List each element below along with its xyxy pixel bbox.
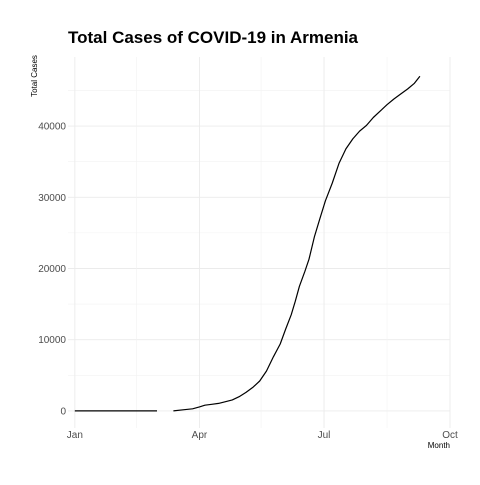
y-tick-label: 40000 — [38, 122, 66, 133]
y-tick-label: 0 — [60, 406, 66, 417]
y-tick-label: 20000 — [38, 264, 66, 275]
x-tick-label: Apr — [192, 430, 208, 441]
grid — [68, 57, 451, 428]
y-tick-label: 30000 — [38, 193, 66, 204]
tick-labels: 0 10000 20000 30000 40000 Jan Apr Jul Oct — [38, 122, 458, 441]
chart-title: Total Cases of COVID-19 in Armenia — [68, 28, 359, 47]
y-axis-label: Total Cases — [30, 55, 39, 97]
y-tick-label: 10000 — [38, 335, 66, 346]
x-tick-label: Oct — [442, 430, 458, 441]
x-tick-label: Jul — [318, 430, 331, 441]
x-axis-label: Month — [428, 441, 450, 450]
x-tick-label: Jan — [67, 430, 83, 441]
data-line-layer — [74, 75, 421, 412]
data-line — [173, 75, 421, 412]
